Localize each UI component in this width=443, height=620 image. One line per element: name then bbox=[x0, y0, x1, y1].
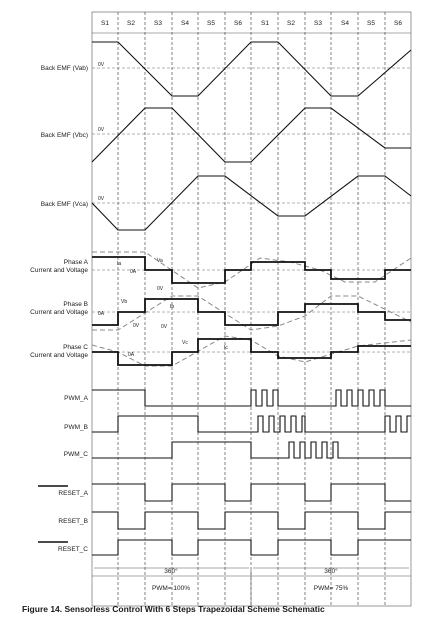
cycle-left-duty: PWM= 100% bbox=[152, 585, 190, 592]
step-label: S3 bbox=[314, 20, 322, 27]
pwm-c-waveform bbox=[92, 441, 411, 459]
phase-a-voltage-waveform bbox=[92, 251, 412, 289]
reset-a-label: RESET_A bbox=[58, 490, 88, 497]
reset-c-label: RESET_C bbox=[58, 546, 88, 553]
phase-b-zero-tag: 0A bbox=[98, 311, 105, 317]
pwm-b-label: PWM_B bbox=[64, 424, 88, 431]
phase-a-current-waveform bbox=[92, 256, 411, 284]
cycle-left-angle: 360° bbox=[164, 567, 178, 575]
phase-c-zero-tag: 0A bbox=[128, 352, 135, 358]
pwm-a-label: PWM_A bbox=[64, 395, 89, 402]
cycle-right-duty: PWM= 75% bbox=[314, 585, 349, 592]
phase-b-voltage-tag: Vb bbox=[121, 299, 127, 305]
bemf-bc-waveform bbox=[91, 107, 411, 163]
phase-a-label: Phase A bbox=[64, 259, 89, 266]
phase-c-sublabel: Current and Voltage bbox=[30, 352, 88, 359]
phase-a-zero-v-tag: 0V bbox=[157, 286, 164, 292]
step-label: S6 bbox=[234, 20, 242, 27]
figure-caption: Figure 14. Sensorless Control With 6 Ste… bbox=[22, 604, 325, 614]
phase-b-current-waveform bbox=[92, 298, 411, 326]
step-label: S5 bbox=[207, 20, 215, 27]
phase-b-voltage-waveform bbox=[92, 295, 412, 331]
step-label: S4 bbox=[181, 20, 189, 27]
diagram-frame bbox=[91, 11, 412, 607]
reset-c-waveform bbox=[92, 539, 411, 556]
phase-c-voltage-tag: Vc bbox=[182, 340, 188, 346]
step-label: S2 bbox=[287, 20, 295, 27]
bemf-bc-zero-label: 0V bbox=[98, 127, 105, 133]
bemf-bc-label: Back EMF (Vbc) bbox=[41, 132, 88, 139]
step-headers: S1 S2 S3 S4 S5 S6 S1 S2 S3 S4 S5 S6 bbox=[101, 20, 402, 27]
phase-c-zero-v-tag: 0V bbox=[161, 324, 168, 330]
reset-b-waveform bbox=[92, 511, 411, 530]
pwm-a-waveform bbox=[92, 389, 411, 407]
step-label: S6 bbox=[394, 20, 402, 27]
bemf-ab-waveform bbox=[92, 41, 412, 97]
phase-a-current-tag: Ia bbox=[117, 261, 121, 267]
reset-b-label: RESET_B bbox=[58, 518, 88, 525]
phase-b-sublabel: Current and Voltage bbox=[30, 309, 88, 316]
pwm-c-label: PWM_C bbox=[64, 451, 89, 458]
phase-c-label: Phase C bbox=[63, 344, 88, 351]
phase-a-zero-tag: 0A bbox=[130, 269, 137, 275]
reset-a-waveform bbox=[92, 483, 411, 502]
step-label: S5 bbox=[367, 20, 375, 27]
phase-c-current-tag: Ic bbox=[224, 345, 228, 351]
bemf-ab-label: Back EMF (Vab) bbox=[41, 65, 88, 72]
step-label: S3 bbox=[154, 20, 162, 27]
phase-c-current-waveform bbox=[92, 338, 411, 366]
phase-b-zero-v-tag: 0V bbox=[133, 323, 140, 329]
phase-a-voltage-tag: Va bbox=[157, 258, 163, 264]
step-label: S4 bbox=[341, 20, 349, 27]
bemf-ca-label: Back EMF (Vca) bbox=[41, 201, 88, 208]
pwm-b-waveform bbox=[92, 415, 411, 433]
step-label: S1 bbox=[101, 20, 109, 27]
phase-b-current-tag: Ib bbox=[170, 304, 174, 310]
phase-b-label: Phase B bbox=[63, 301, 88, 308]
step-separators bbox=[117, 12, 386, 606]
step-label: S1 bbox=[261, 20, 269, 27]
bemf-ca-zero-label: 0V bbox=[98, 196, 105, 202]
bemf-ab-zero-label: 0V bbox=[98, 62, 105, 68]
bemf-ca-waveform bbox=[91, 175, 412, 231]
cycle-right-angle: 360° bbox=[324, 567, 338, 575]
step-label: S2 bbox=[127, 20, 135, 27]
phase-a-sublabel: Current and Voltage bbox=[30, 267, 88, 274]
